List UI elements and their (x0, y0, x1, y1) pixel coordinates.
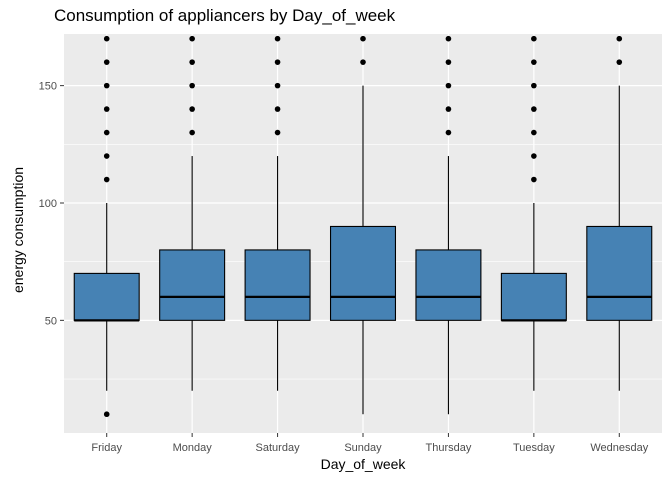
iqr-box (329, 225, 397, 321)
y-tick-label: 100 (39, 198, 57, 210)
iqr-box (73, 272, 140, 321)
outlier-point (189, 106, 195, 112)
box-monday (159, 35, 226, 391)
outlier-point (616, 35, 623, 42)
outlier-point (445, 59, 452, 65)
outlier-point (445, 129, 452, 136)
box-friday (73, 35, 140, 418)
y-tick-label: 150 (39, 81, 57, 93)
outlier-point (274, 82, 281, 89)
outlier-point (103, 35, 110, 42)
outlier-point (189, 35, 195, 42)
y-axis-ticks: 50 100 150 (39, 81, 64, 327)
outlier-point (103, 106, 110, 112)
outlier-point (189, 82, 195, 89)
outlier-point (103, 176, 110, 183)
outlier-point (103, 411, 110, 418)
x-axis-label: Day_of_week (320, 456, 406, 472)
outlier-point (531, 153, 537, 159)
outlier-point (445, 106, 452, 112)
outlier-point (189, 129, 195, 136)
outlier-point (616, 59, 623, 65)
x-tick-label: Thursday (425, 442, 471, 454)
outlier-point (445, 35, 452, 42)
outlier-point (274, 129, 281, 136)
outlier-point (103, 82, 110, 89)
box-wednesday (586, 35, 653, 391)
outlier-point (189, 59, 195, 65)
iqr-box (159, 249, 226, 321)
x-tick-label: Monday (173, 442, 213, 454)
iqr-box (500, 272, 567, 321)
outlier-point (274, 59, 281, 65)
x-tick-label: Wednesday (590, 442, 648, 454)
outlier-point (531, 59, 537, 65)
iqr-box (244, 249, 311, 321)
box-saturday (244, 35, 311, 391)
outlier-point (274, 106, 281, 112)
outlier-point (531, 35, 537, 42)
outlier-point (445, 82, 452, 89)
outlier-point (103, 59, 110, 65)
outlier-point (531, 106, 537, 112)
iqr-box (586, 225, 653, 321)
box-tuesday (500, 35, 567, 391)
x-tick-label: Tuesday (513, 442, 555, 454)
outlier-point (360, 35, 366, 42)
x-tick-label: Friday (91, 442, 122, 454)
box-sunday (329, 35, 397, 415)
y-tick-label: 50 (45, 315, 57, 327)
outlier-point (103, 129, 110, 136)
boxes (73, 35, 653, 418)
iqr-box (415, 249, 482, 321)
y-axis-label: energy consumption (10, 166, 26, 294)
outlier-point (360, 59, 366, 65)
outlier-point (103, 153, 110, 159)
x-tick-label: Sunday (344, 442, 382, 454)
outlier-point (274, 35, 281, 42)
outlier-point (531, 82, 537, 89)
box-thursday (415, 35, 482, 415)
x-axis-ticks: Friday Monday Saturday Sunday Thursday Tuesda… (91, 433, 649, 454)
chart-title: Consumption of appliancers by Day_of_wee… (54, 6, 396, 25)
outlier-point (531, 129, 537, 136)
x-tick-label: Saturday (256, 442, 301, 454)
outlier-point (531, 176, 537, 183)
